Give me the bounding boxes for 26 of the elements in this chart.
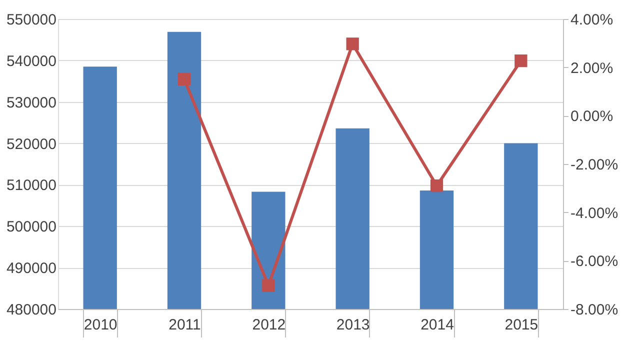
point (262, 279, 275, 292)
y-tick-label: 500000 (6, 218, 56, 236)
x-tick-label: 2014 (420, 316, 454, 334)
y2-tick-label: -4.00% (570, 204, 618, 222)
y-tick-label: 490000 (6, 260, 56, 278)
point (430, 179, 444, 192)
y2-tick-label: 2.00% (570, 60, 614, 77)
y2-tick-label: 4.00% (570, 12, 614, 28)
y-tick-label: 540000 (6, 52, 56, 70)
x-tick-label: 2011 (168, 316, 201, 334)
y-tick-label: 480000 (6, 302, 56, 318)
x-tick-label: 2013 (336, 316, 370, 334)
y-tick-label: 520000 (6, 136, 56, 153)
y2-tick-label: -2.00% (570, 156, 618, 174)
point (178, 72, 191, 86)
y-tick-label: 530000 (6, 94, 56, 112)
x-tick-label: 2015 (504, 316, 538, 334)
y2-tick-label: 0.00% (570, 108, 614, 126)
y-tick-label: 550000 (6, 12, 56, 28)
x-tick-label: 2012 (252, 316, 286, 334)
y2-tick-label: -6.00% (570, 253, 618, 270)
point (346, 38, 359, 50)
y-tick-label: 510000 (6, 177, 56, 194)
x-tick-label: 2010 (84, 316, 118, 334)
point (514, 54, 528, 68)
y2-tick-label: -8.00% (570, 302, 618, 318)
